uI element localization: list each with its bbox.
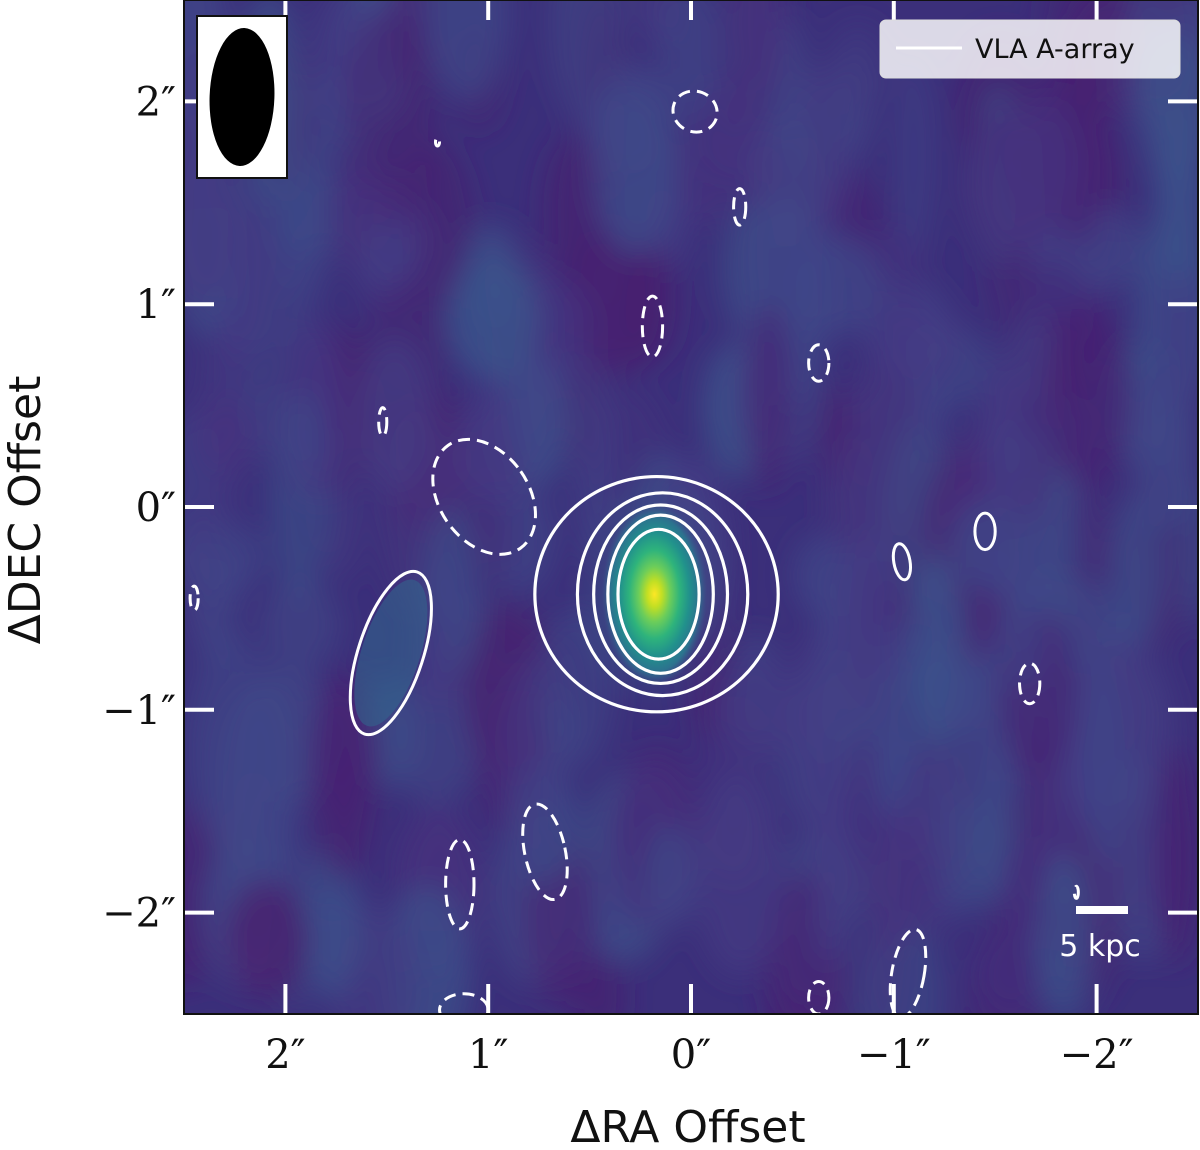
legend-label: VLA A-array — [975, 34, 1135, 65]
source-emission — [354, 470, 746, 727]
noise-patch — [973, 732, 1012, 828]
noise-patch — [809, 749, 854, 965]
contour-level-2 — [575, 491, 750, 698]
secondary-emission — [354, 579, 428, 727]
y-tick-label: 1″ — [136, 282, 176, 328]
negative-contour — [640, 294, 665, 359]
noise-patch — [424, 0, 510, 102]
x-tick-label: −2″ — [1060, 1032, 1134, 1078]
negative-contour — [807, 343, 831, 383]
x-tick-label: 2″ — [265, 1032, 305, 1078]
negative-contour — [1018, 661, 1042, 706]
x-tick-labels: 2″ 1″ 0″ −1″ −2″ — [265, 1032, 1133, 1078]
y-tick-label: 2″ — [136, 79, 176, 125]
noise-patch — [245, 663, 332, 803]
contour-level-1 — [533, 474, 780, 714]
noise-patch — [281, 391, 322, 473]
negative-contour — [807, 980, 831, 1014]
source-core — [601, 501, 708, 687]
noise-patch — [646, 823, 696, 928]
noise-patch — [744, 302, 793, 495]
x-tick-label: 0″ — [671, 1032, 711, 1078]
noise-patch — [1079, 661, 1124, 865]
noise-patch — [300, 838, 361, 1002]
negative-contour — [188, 584, 200, 612]
x-tick-label: −1″ — [857, 1032, 931, 1078]
contour-level-5 — [616, 527, 701, 661]
x-tick-label: 1″ — [468, 1032, 508, 1078]
noise-patch — [949, 496, 1039, 595]
y-tick-labels: 2″ 1″ 0″ −1″ −2″ — [102, 79, 176, 936]
noise-patch — [355, 336, 434, 494]
beam-ellipse — [209, 28, 275, 166]
noise-patch — [714, 654, 801, 764]
noise-patch — [725, 0, 788, 107]
noise-patch — [617, 244, 682, 367]
noise-patch — [693, 768, 785, 977]
plot-frame — [183, 0, 1199, 1015]
negative-contour — [377, 406, 389, 438]
noise-patch — [749, 108, 823, 249]
noise-patch — [391, 670, 481, 806]
noise-patch — [1022, 96, 1077, 218]
noise-patch — [1038, 851, 1095, 1014]
noise-patch — [452, 395, 531, 508]
negative-contour — [732, 187, 748, 227]
noise-patch — [329, 158, 378, 268]
positive-contour — [348, 569, 433, 737]
negative-contour — [1072, 884, 1080, 900]
positive-contour — [891, 542, 913, 582]
noise-patch — [1046, 301, 1131, 492]
noise-patch — [892, 50, 936, 264]
noise-patch — [967, 920, 1040, 1014]
contour-level-3 — [592, 503, 730, 686]
negative-contour — [671, 89, 719, 134]
plot-area — [184, 0, 1198, 1014]
map-noise — [184, 0, 1198, 1014]
noise-patch — [1107, 494, 1163, 659]
noise-patch — [877, 303, 965, 386]
positive-contour — [973, 511, 997, 552]
y-tick-label: −1″ — [102, 688, 176, 734]
inner-ticks — [184, 0, 1198, 1014]
noise-patch — [188, 546, 239, 663]
negative-contour — [433, 136, 442, 148]
noise-patch — [1152, 749, 1198, 964]
y-axis-label: ΔDEC Offset — [0, 376, 51, 645]
noise-patch — [1041, 456, 1088, 621]
noise-patch — [225, 880, 309, 1000]
noise-patch — [867, 836, 905, 1014]
noise-patch — [930, 744, 972, 922]
noise-patch — [873, 624, 913, 814]
noise-patch — [259, 579, 341, 672]
noise-patch — [826, 20, 890, 115]
y-tick-label: 0″ — [136, 485, 176, 531]
noise-patch — [389, 0, 429, 84]
noise-patch — [510, 356, 557, 465]
scale-bar-label: 5 kpc — [1059, 929, 1141, 964]
noise-patch — [825, 438, 875, 555]
noise-patch — [985, 350, 1022, 538]
scale-bar: 5 kpc — [1059, 906, 1141, 964]
beam-indicator — [196, 15, 288, 179]
noise-patch — [445, 256, 541, 381]
noise-patch — [1003, 578, 1046, 690]
legend: VLA A-array — [879, 19, 1181, 79]
legend-box — [879, 19, 1181, 79]
negative-contour — [521, 802, 569, 902]
x-axis-label: ΔRA Offset — [570, 1102, 805, 1150]
contour-level-4 — [606, 513, 715, 675]
noise-patch — [658, 0, 723, 120]
negative-contour — [444, 838, 476, 931]
negative-contour — [888, 927, 928, 1014]
noise-patch — [310, 669, 378, 880]
noise-patch — [184, 408, 210, 589]
y-tick-label: −2″ — [102, 891, 176, 937]
noise-patch — [590, 63, 681, 258]
